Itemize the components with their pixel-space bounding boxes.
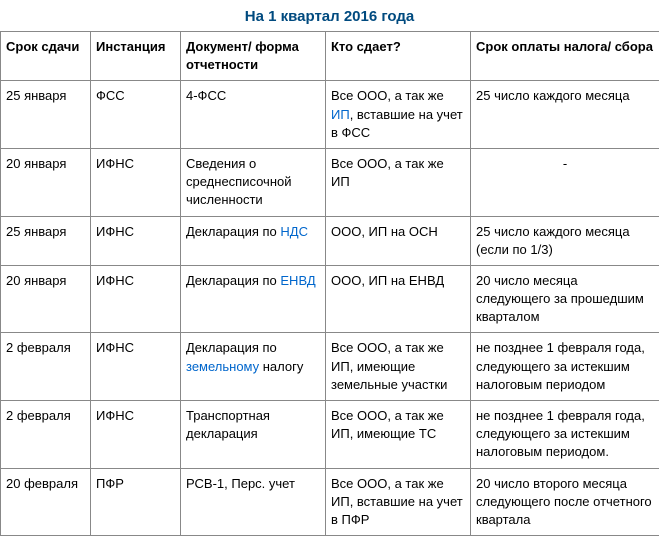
report-table: Срок сдачи Инстанция Документ/ форма отч… [0, 31, 659, 536]
text-pre: Декларация по [186, 340, 277, 355]
cell-payment: 20 число второго месяца следующего после… [471, 468, 659, 536]
header-instance: Инстанция [91, 32, 181, 81]
cell-instance: ИФНС [91, 148, 181, 216]
text-post: , вставшие на учет в ФСС [331, 107, 463, 140]
cell-deadline: 25 января [1, 81, 91, 149]
cell-document: Декларация по ЕНВД [181, 265, 326, 333]
cell-payment: 25 число каждого месяца [471, 81, 659, 149]
link-ip[interactable]: ИП [331, 107, 350, 122]
cell-instance: ИФНС [91, 265, 181, 333]
table-header-row: Срок сдачи Инстанция Документ/ форма отч… [1, 32, 659, 81]
table-row: 2 февраля ИФНС Транспортная декларация В… [1, 401, 659, 469]
cell-payment: 20 число месяца следующего за прошедшим … [471, 265, 659, 333]
cell-who: Все ООО, а так же ИП [326, 148, 471, 216]
cell-payment: не позднее 1 февраля года, следующего за… [471, 401, 659, 469]
cell-instance: ПФР [91, 468, 181, 536]
cell-document: Сведения о среднесписочной численности [181, 148, 326, 216]
cell-deadline: 2 февраля [1, 333, 91, 401]
table-row: 25 января ФСС 4-ФСС Все ООО, а так же ИП… [1, 81, 659, 149]
table-row: 20 января ИФНС Сведения о среднесписочно… [1, 148, 659, 216]
table-row: 2 февраля ИФНС Декларация по земельному … [1, 333, 659, 401]
cell-document: Декларация по земельному налогу [181, 333, 326, 401]
header-payment: Срок оплаты налога/ сбора [471, 32, 659, 81]
header-document: Документ/ форма отчетности [181, 32, 326, 81]
cell-instance: ИФНС [91, 216, 181, 265]
table-body: 25 января ФСС 4-ФСС Все ООО, а так же ИП… [1, 81, 659, 536]
cell-who: Все ООО, а так же ИП, имеющие ТС [326, 401, 471, 469]
text-pre: Декларация по [186, 273, 280, 288]
link-nds[interactable]: НДС [280, 224, 308, 239]
cell-payment: не позднее 1 февраля года, следующего за… [471, 333, 659, 401]
link-land[interactable]: земельному [186, 359, 259, 374]
text-pre: Все ООО, а так же [331, 88, 444, 103]
cell-payment: - [471, 148, 659, 216]
cell-instance: ИФНС [91, 333, 181, 401]
table-row: 20 февраля ПФР РСВ-1, Перс. учет Все ООО… [1, 468, 659, 536]
cell-deadline: 20 января [1, 265, 91, 333]
cell-who: Все ООО, а так же ИП, имеющие земельные … [326, 333, 471, 401]
cell-document: РСВ-1, Перс. учет [181, 468, 326, 536]
cell-deadline: 25 января [1, 216, 91, 265]
page-title: На 1 квартал 2016 года [0, 0, 659, 31]
cell-instance: ФСС [91, 81, 181, 149]
cell-who: ООО, ИП на ОСН [326, 216, 471, 265]
cell-deadline: 20 января [1, 148, 91, 216]
cell-who: Все ООО, а так же ИП, вставшие на учет в… [326, 81, 471, 149]
table-row: 20 января ИФНС Декларация по ЕНВД ООО, И… [1, 265, 659, 333]
cell-document: 4-ФСС [181, 81, 326, 149]
text-post: налогу [259, 359, 303, 374]
link-envd[interactable]: ЕНВД [280, 273, 315, 288]
cell-instance: ИФНС [91, 401, 181, 469]
cell-who: Все ООО, а так же ИП, вставшие на учет в… [326, 468, 471, 536]
cell-payment: 25 число каждого месяца (если по 1/3) [471, 216, 659, 265]
table-row: 25 января ИФНС Декларация по НДС ООО, ИП… [1, 216, 659, 265]
cell-deadline: 20 февраля [1, 468, 91, 536]
cell-document: Транспортная декларация [181, 401, 326, 469]
cell-document: Декларация по НДС [181, 216, 326, 265]
text-pre: Декларация по [186, 224, 280, 239]
header-who: Кто сдает? [326, 32, 471, 81]
cell-who: ООО, ИП на ЕНВД [326, 265, 471, 333]
header-deadline: Срок сдачи [1, 32, 91, 81]
cell-deadline: 2 февраля [1, 401, 91, 469]
